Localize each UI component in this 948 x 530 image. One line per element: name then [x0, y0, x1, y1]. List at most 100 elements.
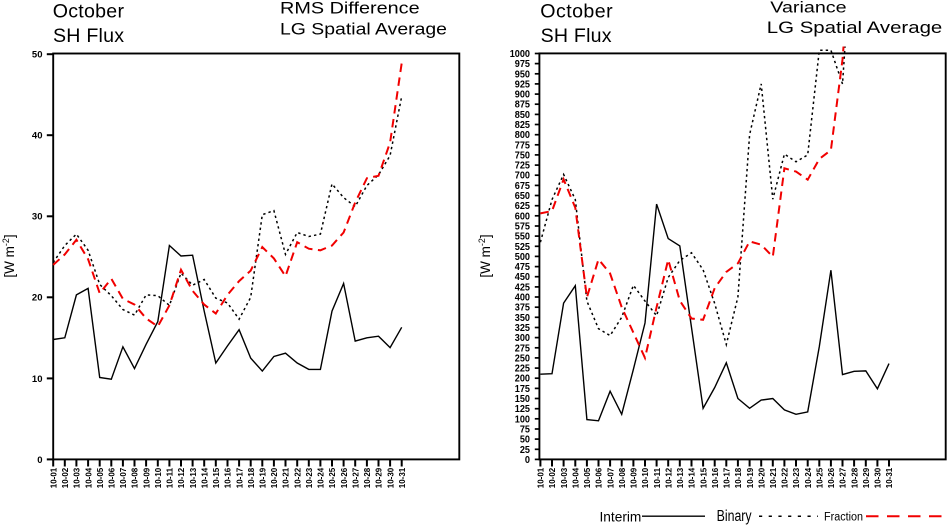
- svg-text:10-13: 10-13: [676, 467, 685, 488]
- svg-text:10-15: 10-15: [699, 467, 708, 488]
- svg-text:10-07: 10-07: [119, 467, 128, 488]
- svg-text:October: October: [540, 1, 613, 23]
- svg-text:825: 825: [515, 120, 530, 131]
- svg-text:10-30: 10-30: [874, 467, 883, 488]
- svg-text:10-18: 10-18: [247, 467, 256, 488]
- svg-text:[W m-2]: [W m-2]: [1, 234, 17, 277]
- svg-text:10-19: 10-19: [746, 467, 755, 488]
- svg-text:350: 350: [515, 313, 530, 324]
- svg-text:10-02: 10-02: [61, 467, 70, 488]
- svg-text:10-24: 10-24: [804, 467, 813, 488]
- svg-text:550: 550: [515, 232, 530, 243]
- svg-text:0: 0: [525, 455, 530, 466]
- svg-text:850: 850: [515, 110, 530, 121]
- svg-text:950: 950: [515, 69, 530, 80]
- svg-text:10-23: 10-23: [792, 467, 801, 488]
- svg-text:10-12: 10-12: [664, 467, 673, 488]
- svg-text:LG Spatial Average: LG Spatial Average: [767, 19, 943, 37]
- svg-text:325: 325: [515, 323, 530, 334]
- svg-text:10-08: 10-08: [618, 467, 627, 488]
- svg-text:625: 625: [515, 201, 530, 212]
- svg-text:10-10: 10-10: [641, 467, 650, 488]
- svg-text:10-16: 10-16: [224, 467, 233, 488]
- svg-text:675: 675: [515, 181, 530, 192]
- svg-text:10-31: 10-31: [398, 467, 407, 488]
- svg-text:10-12: 10-12: [177, 467, 186, 488]
- svg-text:10-30: 10-30: [386, 467, 395, 488]
- svg-text:10-31: 10-31: [885, 467, 894, 488]
- svg-text:375: 375: [515, 303, 530, 314]
- svg-text:475: 475: [515, 262, 530, 273]
- svg-text:40: 40: [32, 131, 43, 142]
- svg-text:10-02: 10-02: [548, 467, 557, 488]
- svg-text:October: October: [53, 1, 125, 23]
- svg-text:750: 750: [515, 150, 530, 161]
- svg-text:25: 25: [520, 445, 530, 456]
- svg-text:10-28: 10-28: [363, 467, 372, 488]
- svg-text:725: 725: [515, 161, 530, 172]
- svg-text:10-29: 10-29: [375, 467, 384, 488]
- svg-text:50: 50: [520, 435, 530, 446]
- svg-text:175: 175: [515, 384, 530, 395]
- svg-text:1000: 1000: [510, 49, 531, 60]
- svg-text:100: 100: [515, 414, 530, 425]
- svg-text:10-10: 10-10: [154, 467, 163, 488]
- svg-text:10-06: 10-06: [108, 467, 117, 488]
- svg-text:150: 150: [515, 394, 530, 405]
- svg-text:10-24: 10-24: [317, 467, 326, 488]
- svg-text:10-29: 10-29: [862, 467, 871, 488]
- svg-text:10-14: 10-14: [200, 467, 209, 488]
- svg-text:525: 525: [515, 242, 530, 253]
- svg-text:975: 975: [515, 59, 530, 70]
- svg-text:10-27: 10-27: [351, 467, 360, 488]
- svg-text:700: 700: [515, 171, 530, 182]
- svg-text:Fraction: Fraction: [824, 511, 863, 523]
- svg-text:10-11: 10-11: [653, 467, 662, 488]
- svg-text:10-23: 10-23: [305, 467, 314, 488]
- svg-text:10-06: 10-06: [595, 467, 604, 488]
- svg-text:10-25: 10-25: [328, 467, 337, 488]
- svg-text:200: 200: [515, 374, 530, 385]
- svg-text:800: 800: [515, 130, 530, 141]
- svg-text:925: 925: [515, 79, 530, 90]
- svg-text:10-05: 10-05: [583, 467, 592, 488]
- svg-text:10-14: 10-14: [688, 467, 697, 488]
- svg-text:10-28: 10-28: [850, 467, 859, 488]
- svg-text:400: 400: [515, 293, 530, 304]
- svg-text:275: 275: [515, 343, 530, 354]
- svg-text:250: 250: [515, 353, 530, 364]
- svg-text:225: 225: [515, 364, 530, 375]
- svg-text:10-25: 10-25: [816, 467, 825, 488]
- svg-text:20: 20: [32, 293, 43, 304]
- svg-text:Binary: Binary: [717, 508, 752, 525]
- svg-text:125: 125: [515, 404, 530, 415]
- svg-text:RMS Difference: RMS Difference: [280, 0, 420, 18]
- svg-text:875: 875: [515, 100, 530, 111]
- svg-text:Interim: Interim: [600, 509, 642, 524]
- svg-text:10-16: 10-16: [711, 467, 720, 488]
- svg-text:10-21: 10-21: [282, 467, 291, 488]
- svg-text:10-04: 10-04: [572, 467, 581, 488]
- svg-text:SH Flux: SH Flux: [541, 25, 612, 47]
- svg-text:300: 300: [515, 333, 530, 344]
- svg-text:10-03: 10-03: [560, 467, 569, 488]
- svg-text:10-13: 10-13: [189, 467, 198, 488]
- svg-text:10: 10: [32, 374, 43, 385]
- svg-text:10-09: 10-09: [630, 467, 639, 488]
- svg-text:[W m-2]: [W m-2]: [477, 234, 493, 277]
- svg-text:10-01: 10-01: [537, 467, 546, 488]
- svg-text:650: 650: [515, 191, 530, 202]
- svg-text:10-04: 10-04: [84, 467, 93, 488]
- svg-text:10-11: 10-11: [166, 467, 175, 488]
- svg-text:75: 75: [520, 425, 530, 436]
- svg-text:10-17: 10-17: [723, 467, 732, 488]
- svg-text:10-08: 10-08: [131, 467, 140, 488]
- svg-text:450: 450: [515, 272, 530, 283]
- svg-text:500: 500: [515, 252, 530, 263]
- svg-text:10-19: 10-19: [259, 467, 268, 488]
- svg-text:10-20: 10-20: [757, 467, 766, 488]
- svg-text:10-17: 10-17: [235, 467, 244, 488]
- svg-text:600: 600: [515, 211, 530, 222]
- svg-text:10-03: 10-03: [73, 467, 82, 488]
- svg-text:0: 0: [37, 455, 42, 466]
